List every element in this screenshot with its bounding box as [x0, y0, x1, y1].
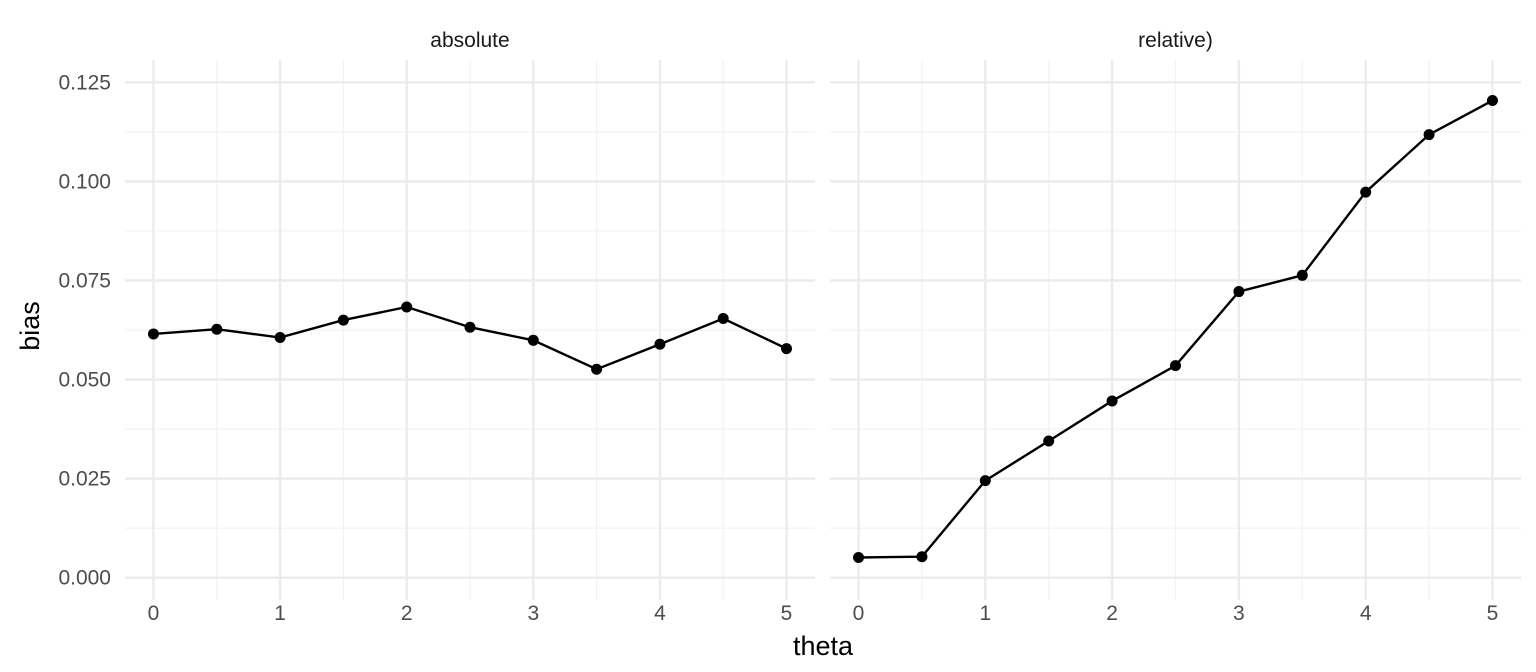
x-tick-label: 5: [781, 602, 793, 625]
y-tick-label: 0.125: [58, 71, 111, 94]
data-point: [1296, 269, 1308, 281]
data-point: [591, 363, 603, 375]
x-tick-label: 2: [1106, 602, 1118, 625]
data-point: [337, 314, 349, 326]
x-axis-title: theta: [793, 631, 854, 661]
data-point: [527, 334, 539, 346]
data-point: [1106, 395, 1118, 407]
data-point: [147, 328, 159, 340]
panel-title: absolute: [430, 29, 509, 52]
data-point: [1170, 360, 1181, 372]
x-tick-label: 5: [1487, 602, 1499, 625]
x-tick-label: 0: [148, 602, 160, 625]
data-point: [916, 551, 928, 563]
data-point: [274, 332, 286, 344]
data-point: [654, 338, 666, 350]
x-tick-label: 0: [853, 602, 865, 625]
y-tick-label: 0.050: [58, 369, 111, 392]
y-tick-label: 0.000: [58, 567, 111, 590]
chart-panel: 0 1 2 3 4 5 relative): [830, 29, 1521, 625]
x-tick-label: 2: [401, 602, 413, 625]
data-point: [1360, 186, 1372, 198]
data-point: [211, 323, 223, 335]
x-tick-label: 1: [274, 602, 286, 625]
chart-panels: 0 1 2 3 4 5 absolute 0 1 2 3 4 5 relative): [125, 29, 1521, 625]
x-tick-label: 3: [1233, 602, 1245, 625]
y-tick-label: 0.025: [58, 468, 111, 491]
data-point: [1486, 95, 1498, 107]
x-tick-label: 1: [979, 602, 991, 625]
x-tick-label: 3: [527, 602, 539, 625]
y-tick-label: 0.075: [58, 269, 111, 292]
x-tick-label: 4: [1360, 602, 1372, 625]
data-point: [1233, 286, 1245, 298]
y-tick-label: 0.100: [58, 170, 111, 193]
chart-panel: 0 1 2 3 4 5 absolute: [125, 29, 815, 625]
data-point: [464, 321, 476, 333]
data-point: [781, 343, 793, 355]
panel-title: relative): [1138, 29, 1213, 52]
data-point: [853, 551, 865, 563]
data-point: [979, 475, 991, 487]
data-point: [1043, 435, 1055, 447]
y-axis-title: bias: [15, 301, 45, 351]
data-point: [401, 301, 413, 313]
x-tick-label: 4: [654, 602, 666, 625]
y-axis: 0.000 0.025 0.050 0.075 0.100 0.125: [58, 71, 111, 589]
data-point: [1423, 129, 1435, 141]
data-point: [717, 313, 729, 325]
